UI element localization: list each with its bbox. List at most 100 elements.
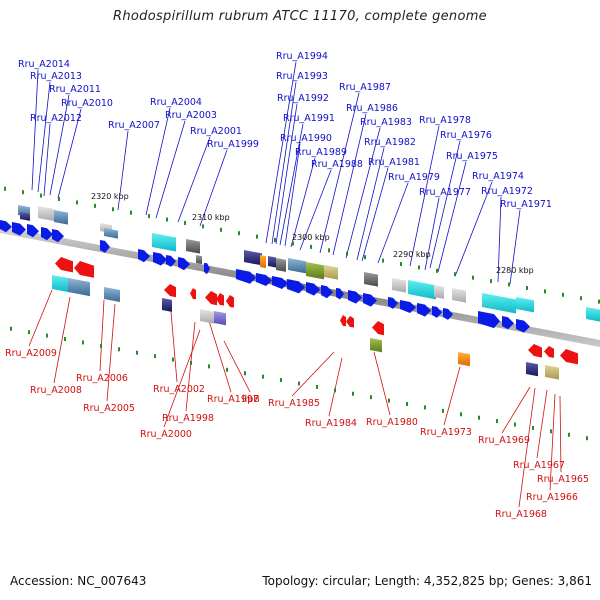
forward-gene-arrow — [443, 308, 453, 320]
tick-mark — [346, 251, 348, 256]
tick-mark — [100, 343, 102, 348]
scale-label: 2320 kbp — [91, 192, 129, 201]
gene-label-forward: Rru_A1974 — [472, 171, 524, 182]
leader-line — [163, 329, 201, 428]
leader-line — [43, 123, 51, 197]
feature-block — [392, 278, 406, 293]
gene-label-forward: Rru_A1975 — [446, 151, 498, 162]
feature-block — [434, 285, 444, 299]
feature-block — [20, 212, 30, 221]
genome-summary-text: Topology: circular; Length: 4,352,825 bp… — [262, 574, 592, 588]
feature-block — [244, 250, 262, 266]
reverse-gene-arrow — [544, 346, 554, 358]
leader-line — [437, 161, 467, 273]
reverse-gene-arrow — [528, 344, 542, 358]
tick-mark — [568, 432, 570, 437]
leader-line — [208, 320, 232, 393]
gene-label-reverse: Rru_A2008 — [30, 385, 82, 396]
gene-label-forward: Rru_A1990 — [280, 133, 332, 144]
feature-block — [260, 255, 266, 269]
tick-mark — [478, 415, 480, 420]
leader-line — [559, 395, 562, 473]
gene-label-forward: Rru_A2010 — [61, 98, 113, 109]
gene-label-forward: Rru_A1976 — [440, 130, 492, 141]
leader-line — [155, 120, 186, 219]
tick-mark — [382, 258, 384, 263]
feature-block — [526, 362, 538, 377]
feature-block — [196, 255, 202, 265]
leader-line — [361, 167, 389, 262]
gene-label-reverse: Rru_A1984 — [305, 418, 357, 429]
leader-line — [223, 340, 251, 393]
leader-line — [356, 147, 385, 261]
tick-mark — [526, 285, 528, 290]
tick-marks — [4, 186, 600, 441]
gene-label-reverse: Rru_A1969 — [478, 435, 530, 446]
feature-block — [54, 210, 68, 225]
reverse-gene-arrow — [205, 291, 217, 306]
tick-mark — [82, 340, 84, 345]
feature-block — [458, 352, 470, 367]
gene-label-forward: Rru_A2013 — [30, 71, 82, 82]
tick-mark — [460, 412, 462, 417]
scale-label: 2300 kbp — [292, 233, 330, 242]
forward-gene-arrow — [388, 297, 398, 309]
tick-mark — [364, 255, 366, 260]
feature-block — [268, 256, 276, 268]
leader-line — [37, 81, 51, 193]
leader-line — [455, 181, 493, 275]
gene-label-forward: Rru_A1994 — [276, 51, 328, 62]
tick-mark — [328, 248, 330, 253]
leader-line — [443, 366, 461, 426]
leader-line — [28, 289, 53, 347]
tick-mark — [280, 378, 282, 383]
forward-gene-arrow — [52, 229, 64, 243]
gene-label-reverse: Rru_A1997 — [207, 394, 259, 405]
gene-label-forward: Rru_A2014 — [18, 59, 70, 70]
tick-mark — [10, 326, 12, 331]
gene-label-reverse: Rru_A1968 — [495, 509, 547, 520]
tick-mark — [220, 227, 222, 232]
leader-line — [424, 197, 440, 271]
leader-line — [518, 387, 536, 508]
forward-gene-arrow — [100, 240, 110, 253]
gene-label-forward: Rru_A1977 — [419, 187, 471, 198]
tick-mark — [316, 384, 318, 389]
forward-gene-arrow — [272, 276, 288, 290]
forward-gene-arrow — [478, 311, 500, 329]
feature-block — [306, 262, 324, 280]
gene-label-reverse: Rru_A2005 — [83, 403, 135, 414]
tick-mark — [148, 214, 150, 219]
feature-block — [104, 228, 118, 239]
tick-mark — [130, 210, 132, 215]
tick-mark — [292, 241, 294, 246]
leader-line — [57, 108, 82, 199]
tick-mark — [112, 207, 114, 212]
gene-label-forward: Rru_A1999 — [207, 139, 259, 150]
gene-label-reverse: Rru_A1973 — [420, 427, 472, 438]
feature-block — [276, 258, 286, 272]
tick-mark — [208, 364, 210, 369]
leader-line — [536, 389, 548, 459]
leader-line — [429, 140, 461, 269]
tick-mark — [238, 231, 240, 236]
forward-gene-arrow — [178, 257, 190, 271]
gene-label-reverse: Rru_A2006 — [76, 373, 128, 384]
gene-label-forward: Rru_A1991 — [283, 113, 335, 124]
feature-block — [52, 275, 70, 293]
gene-label-forward: Rru_A2001 — [190, 126, 242, 137]
reverse-gene-arrow — [55, 257, 73, 273]
tick-mark — [352, 391, 354, 396]
gene-label-forward: Rru_A1988 — [311, 159, 363, 170]
gene-label-forward: Rru_A1981 — [368, 157, 420, 168]
gene-label-reverse: Rru_A1965 — [537, 474, 589, 485]
reverse-gene-arrow — [164, 284, 176, 298]
leader-line — [377, 182, 409, 264]
feature-block — [364, 272, 378, 287]
reverse-gene-arrow — [372, 321, 384, 336]
tick-mark — [544, 289, 546, 294]
tick-mark — [58, 197, 60, 202]
gene-label-forward: Rru_A2007 — [108, 120, 160, 131]
scale-label: 2310 kbp — [192, 213, 230, 222]
